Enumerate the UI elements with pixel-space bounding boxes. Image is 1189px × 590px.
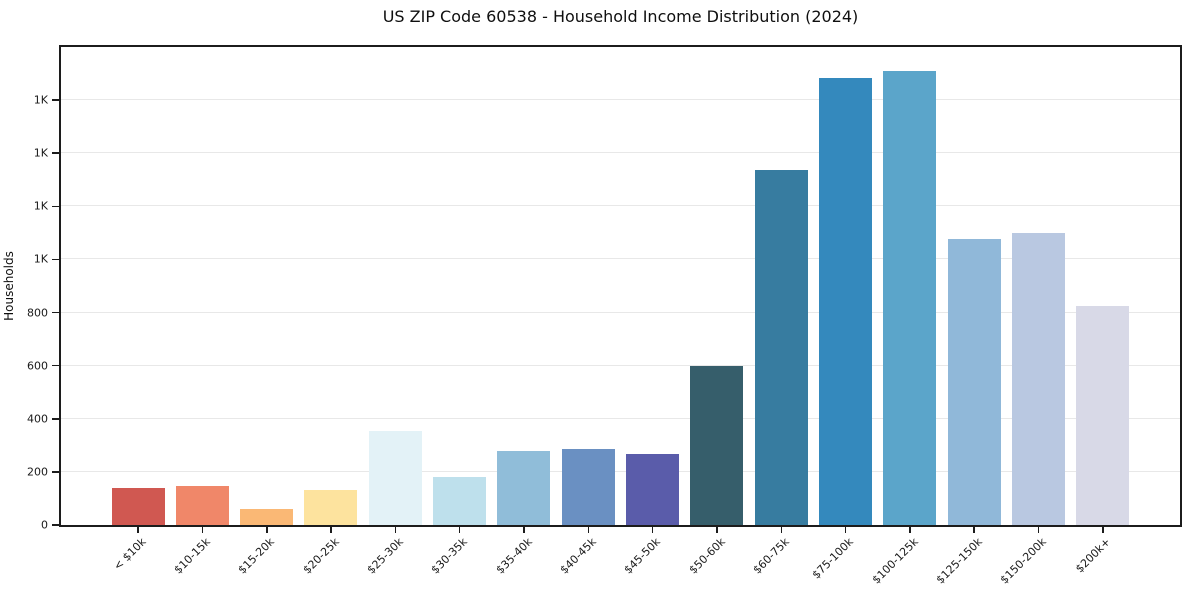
x-tick-mark bbox=[201, 527, 204, 533]
bar-$20-25k bbox=[304, 490, 358, 525]
bar-$25-30k bbox=[368, 430, 422, 525]
y-tick-mark bbox=[52, 205, 59, 208]
gridline bbox=[61, 99, 1180, 101]
x-tick-mark bbox=[651, 527, 654, 533]
x-tick-mark bbox=[1102, 527, 1104, 533]
y-tick-mark bbox=[52, 471, 59, 473]
bar-slot bbox=[621, 47, 685, 525]
gridline bbox=[61, 258, 1180, 260]
y-tick-mark bbox=[52, 418, 59, 420]
x-tick-mark bbox=[844, 527, 847, 533]
x-tick-mark bbox=[458, 527, 461, 533]
bar-$125-150k bbox=[947, 238, 1001, 525]
bar-slot bbox=[1071, 47, 1135, 525]
bar-$15-20k bbox=[240, 509, 294, 525]
bar-slot bbox=[556, 47, 620, 525]
plot-area bbox=[59, 45, 1182, 527]
bar-slot bbox=[814, 47, 878, 525]
x-tick-mark bbox=[266, 527, 268, 533]
x-tick-mark bbox=[973, 527, 975, 533]
x-tick-mark bbox=[909, 527, 911, 533]
bar-$40-45k bbox=[561, 449, 615, 525]
bar-slot bbox=[106, 47, 170, 525]
y-tick-label: 0 bbox=[41, 518, 48, 532]
y-tick-label: 1K bbox=[33, 146, 48, 160]
y-tick-mark bbox=[52, 524, 59, 526]
bar-slot bbox=[363, 47, 427, 525]
bar-slot bbox=[299, 47, 363, 525]
bar-series bbox=[61, 47, 1180, 525]
y-tick-mark bbox=[52, 258, 59, 261]
bar-slot bbox=[749, 47, 813, 525]
x-tick-mark bbox=[1037, 527, 1040, 533]
y-tick-mark bbox=[52, 311, 59, 314]
x-tick-mark bbox=[137, 527, 139, 533]
bar-slot bbox=[170, 47, 234, 525]
gridline bbox=[61, 417, 1180, 419]
x-tick-mark bbox=[780, 527, 783, 533]
bar-slot bbox=[942, 47, 1006, 525]
y-tick-mark bbox=[52, 364, 59, 367]
bar-slot bbox=[428, 47, 492, 525]
bar-slot bbox=[1007, 47, 1071, 525]
bar-slot bbox=[685, 47, 749, 525]
gridline bbox=[61, 364, 1180, 366]
bar-$30-35k bbox=[433, 477, 487, 525]
bar-$10-15k bbox=[175, 485, 229, 525]
bar-$45-50k bbox=[626, 454, 680, 525]
y-tick-mark bbox=[52, 152, 59, 154]
x-tick-mark bbox=[716, 527, 718, 533]
bar-slot bbox=[235, 47, 299, 525]
y-tick-mark bbox=[52, 99, 59, 101]
bar-$75-100k bbox=[819, 78, 873, 525]
chart-title: US ZIP Code 60538 - Household Income Dis… bbox=[382, 7, 859, 26]
x-tick-mark bbox=[330, 527, 332, 533]
bar-slot bbox=[878, 47, 942, 525]
gridline bbox=[61, 311, 1180, 313]
bar-slot bbox=[492, 47, 556, 525]
y-tick-label: 1K bbox=[33, 93, 48, 107]
y-tick-label: 200 bbox=[27, 465, 48, 479]
gridline bbox=[61, 205, 1180, 207]
y-tick-label: 800 bbox=[27, 306, 48, 320]
bar-$60-75k bbox=[754, 169, 808, 525]
bar-< $10k bbox=[111, 487, 165, 525]
bar-$150-200k bbox=[1012, 233, 1066, 525]
gridline bbox=[61, 470, 1180, 472]
y-tick-label: 600 bbox=[27, 359, 48, 373]
bar-$50-60k bbox=[690, 366, 744, 525]
x-tick-mark bbox=[587, 527, 590, 533]
bar-$35-40k bbox=[497, 451, 551, 525]
x-tick-mark bbox=[394, 527, 397, 533]
y-tick-label: 1K bbox=[33, 252, 48, 266]
y-tick-label: 1K bbox=[33, 199, 48, 213]
y-tick-label: 400 bbox=[27, 412, 48, 426]
bar-$100-125k bbox=[883, 71, 937, 525]
x-tick-mark bbox=[523, 527, 525, 533]
gridline bbox=[61, 152, 1180, 154]
bar-$200k+ bbox=[1076, 306, 1130, 525]
